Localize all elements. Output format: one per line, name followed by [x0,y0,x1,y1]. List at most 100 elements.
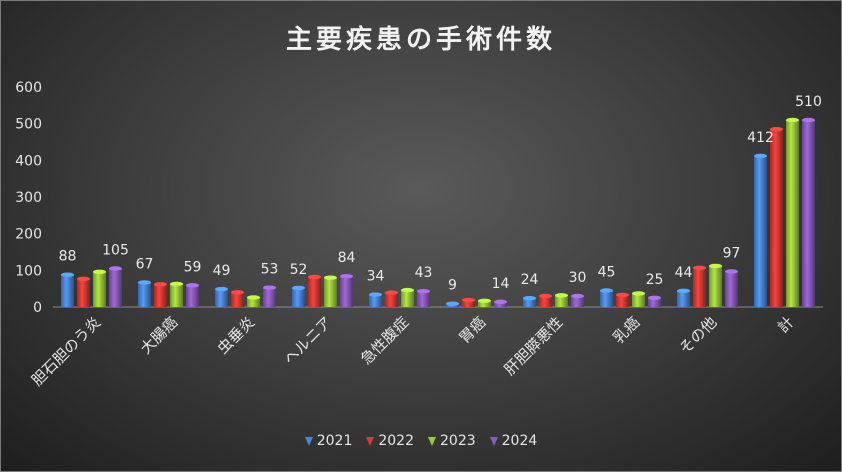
bar-2023 [401,290,414,307]
legend-swatch [366,436,375,446]
legend-swatch [428,436,436,446]
x-category-label: その他 [676,313,721,358]
bar-cap-2021 [292,285,305,291]
data-label-2021: 67 [136,256,154,272]
bar-cap-2022 [77,276,90,281]
bar-cap-2024 [340,274,353,279]
legend-item-2024: 2024 [489,433,538,449]
bar-2023 [170,283,183,307]
bar-2021 [600,290,613,307]
y-tick-label: 500 [15,117,42,133]
x-category-label: 大腸癌 [137,313,182,358]
bar-2023 [93,271,106,307]
bar-cap-2021 [677,288,690,294]
bar-2023 [555,295,568,307]
data-label-2024: 30 [569,270,587,286]
bar-cap-2023 [401,287,414,293]
bar-2021 [61,274,74,307]
bar-2024 [494,301,507,307]
data-label-2024: 14 [492,276,510,292]
bar-2021 [677,290,690,307]
bar-cap-2024 [186,283,199,288]
legend-item-2021: 2021 [304,433,353,449]
bar-2022 [616,294,629,307]
bar-cap-2022 [539,293,552,299]
legend-swatch [489,436,498,446]
x-category-label: 胆石胆のう炎 [28,313,104,389]
bar-cap-2024 [494,299,507,305]
bar-2024 [417,291,430,307]
y-tick-label: 100 [15,263,42,279]
legend-item-2022: 2022 [366,433,414,449]
bar-2022 [231,292,244,307]
legend-label: 2021 [316,433,353,449]
bar-cap-2023 [478,298,491,303]
bar-2024 [340,276,353,307]
chart-title: 主要疾患の手術件数 [285,25,556,55]
bar-2023 [247,297,260,307]
bar-cap-2021 [138,280,151,285]
legend-item-2023: 2023 [428,433,476,449]
bar-2024 [648,297,661,307]
bar-cap-2022 [693,265,706,270]
x-category-label: 胃癌 [455,313,489,347]
data-label-2024: 105 [102,243,129,259]
data-label-2021: 412 [747,130,774,146]
bar-cap-2024 [109,266,122,271]
bar-cap-2022 [231,290,244,295]
bar-cap-2024 [802,117,815,123]
bar-2024 [186,285,199,307]
data-label-2024: 25 [646,272,664,288]
bar-2021 [138,282,151,307]
bar-cap-2024 [263,285,276,290]
data-label-2021: 24 [521,272,539,288]
bar-2022 [693,267,706,307]
bar-2022 [308,276,321,307]
bar-2021 [523,298,536,307]
x-category-label: 計 [774,313,797,336]
bar-2021 [215,289,228,307]
data-label-2024: 59 [184,259,202,275]
bar-cap-2021 [523,296,536,301]
bar-2024 [109,268,122,307]
bar-cap-2024 [417,289,430,294]
bar-cap-2022 [154,282,167,287]
bar-cap-2021 [754,153,767,159]
bar-2023 [632,293,645,307]
bar-2023 [786,120,799,307]
bar-cap-2021 [600,288,613,293]
bar-2021 [369,294,382,307]
data-label-2021: 9 [448,278,457,294]
x-category-label: 肝胆膵悪性 [501,313,567,379]
y-tick-label: 200 [15,227,42,243]
bar-cap-2023 [247,295,260,300]
bar-cap-2023 [632,291,645,296]
bar-cap-2022 [308,274,321,280]
legend-label: 2023 [440,433,476,449]
bar-cap-2023 [555,293,568,298]
bar-2022 [77,278,90,307]
data-label-2024: 43 [415,265,433,281]
bar-cap-2021 [61,272,74,277]
bar-cap-2021 [215,286,228,292]
bar-2023 [478,300,491,307]
x-category-label: 急性腹症 [357,313,412,368]
bar-2022 [462,300,475,307]
chart-legend: 2021 2022 2023 2024 [1,433,841,449]
bar-cap-2021 [446,301,459,306]
data-label-2021: 45 [598,265,616,281]
data-label-2021: 88 [59,249,77,265]
bar-2022 [154,284,167,307]
data-label-2024: 84 [338,250,356,266]
y-tick-label: 300 [15,190,42,206]
bar-2022 [385,292,398,307]
legend-label: 2024 [501,433,538,449]
data-label-2021: 44 [675,265,693,281]
bar-2024 [725,271,738,307]
bar-2021 [754,155,767,307]
bar-2023 [709,265,722,307]
bar-cap-2022 [385,290,398,295]
bar-cap-2022 [770,126,783,132]
